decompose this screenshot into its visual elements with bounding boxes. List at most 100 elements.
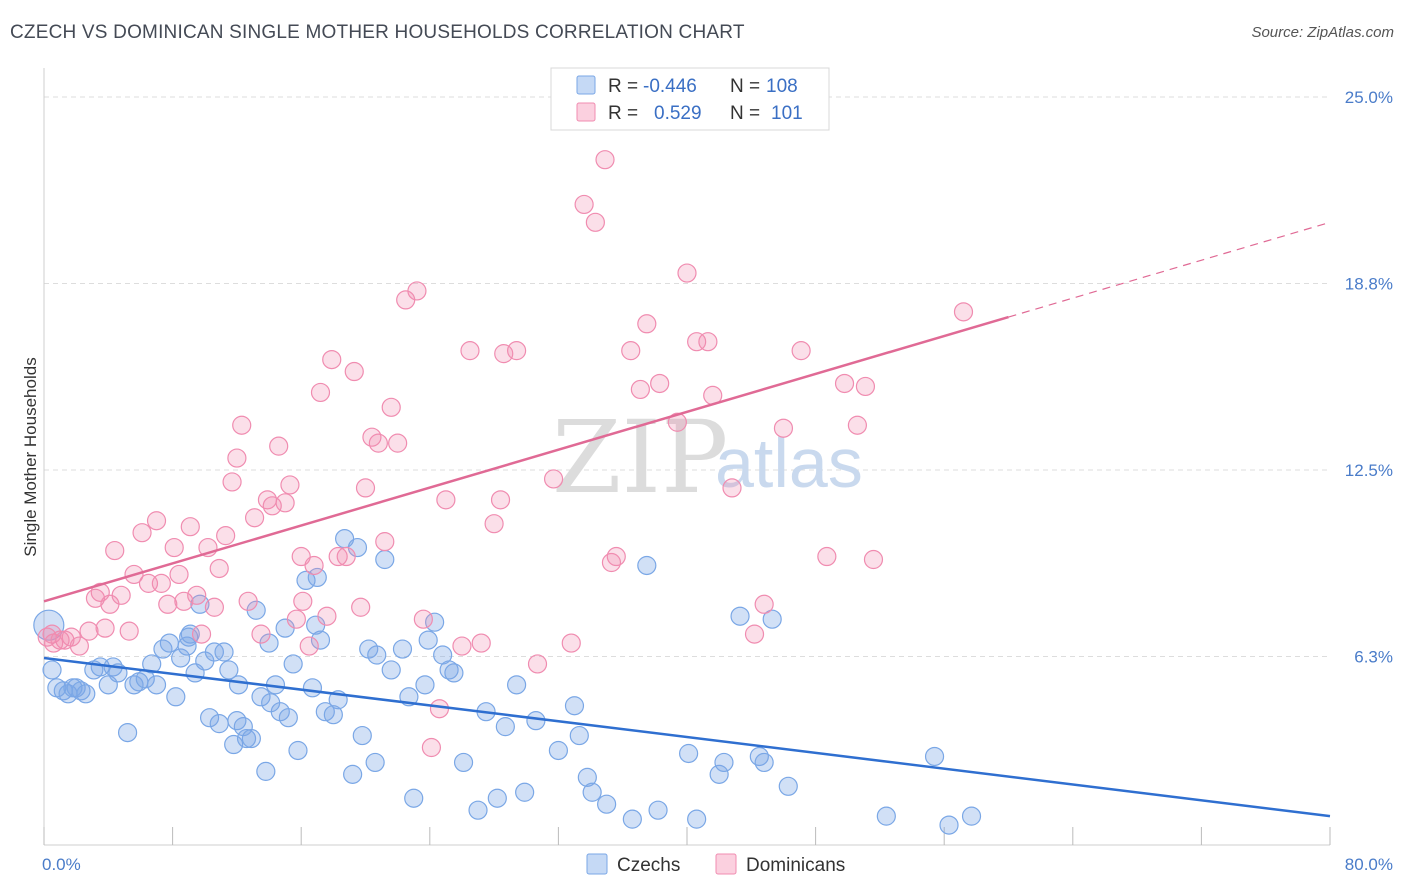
legend-swatch-czechs — [576, 75, 596, 95]
dominican-point-85 — [698, 332, 718, 352]
czech-point-92 — [714, 752, 734, 773]
dominican-point-93 — [834, 373, 855, 394]
source-credit: Source: ZipAtlas.com — [1251, 24, 1394, 41]
dominican-point-64 — [452, 636, 472, 656]
dominican-point-31 — [227, 448, 247, 468]
dominican-point-82 — [667, 412, 687, 432]
dominican-point-42 — [293, 591, 313, 611]
dominican-point-80 — [637, 314, 657, 334]
dominican-point-34 — [244, 508, 265, 528]
dominican-point-39 — [275, 493, 295, 513]
dominican-point-23 — [180, 517, 200, 537]
dominican-point-49 — [336, 546, 356, 567]
czech-point-31 — [209, 714, 229, 734]
legend-n-value-2: 101 — [771, 103, 803, 124]
dominican-point-25 — [191, 624, 212, 644]
czech-point-85 — [597, 794, 617, 814]
dominican-point-13 — [119, 621, 139, 641]
dominican-point-60 — [413, 609, 433, 629]
dominican-point-79 — [630, 379, 650, 400]
dominican-point-50 — [344, 361, 364, 382]
dominican-point-29 — [216, 526, 236, 546]
dominican-point-99 — [490, 490, 511, 510]
scatter-points — [33, 150, 982, 835]
czech-point-14 — [117, 722, 138, 743]
legend-n-value-1: 108 — [766, 76, 798, 97]
dominican-point-21 — [169, 564, 189, 585]
czech-point-54 — [323, 705, 343, 725]
dominican-point-71 — [543, 469, 564, 489]
dominican-point-97 — [953, 302, 974, 322]
czech-point-23 — [171, 648, 191, 668]
dominican-point-75 — [595, 150, 615, 170]
czech-point-25 — [180, 624, 200, 644]
dominican-point-18 — [151, 573, 171, 593]
czech-point-32 — [214, 642, 234, 662]
dominican-point-41 — [286, 609, 306, 629]
czech-point-57 — [343, 764, 363, 784]
czech-point-1 — [42, 660, 62, 680]
czech-point-79 — [526, 711, 546, 731]
legend-r-label-2: R = — [608, 103, 638, 124]
czech-point-98 — [876, 806, 896, 826]
y-tick-label-2: 18.8% — [1345, 275, 1393, 294]
czech-point-96 — [762, 609, 782, 629]
dominican-point-30 — [222, 472, 242, 492]
czech-point-37 — [236, 728, 257, 749]
legend-r-value-1: -0.446 — [643, 76, 697, 97]
czech-point-97 — [778, 776, 798, 796]
dominican-point-88 — [744, 624, 765, 644]
dominican-point-55 — [375, 532, 395, 552]
y-axis-label: Single Mother Households — [21, 357, 40, 556]
dominican-point-38 — [269, 436, 289, 456]
czech-point-46 — [278, 708, 298, 728]
dominican-point-73 — [574, 194, 594, 215]
czech-point-105 — [367, 645, 387, 665]
dominican-point-65 — [460, 341, 480, 361]
czech-point-38 — [241, 728, 261, 749]
czech-point-8 — [76, 684, 96, 704]
czech-point-75 — [487, 788, 507, 808]
dominican-point-72 — [561, 633, 581, 653]
czech-point-64 — [392, 639, 413, 659]
dominican-point-81 — [650, 373, 670, 394]
dominican-point-89 — [754, 594, 774, 614]
czech-point-103 — [227, 711, 247, 731]
czech-point-91 — [709, 764, 729, 784]
dominican-point-96 — [863, 549, 884, 570]
czech-point-93 — [730, 606, 750, 626]
dominican-point-77 — [606, 546, 626, 567]
y-tick-label-3: 25.0% — [1345, 88, 1393, 107]
czech-point-30 — [204, 642, 224, 662]
legend-n-label-2: N = — [730, 103, 760, 124]
dominican-point-20 — [164, 537, 184, 558]
czech-point-63 — [381, 660, 401, 680]
czech-point-35 — [228, 675, 249, 695]
dominican-point-63 — [436, 490, 456, 510]
czech-point-33 — [219, 660, 239, 680]
dominican-point-19 — [158, 594, 178, 614]
dominican-point-17 — [146, 511, 167, 531]
axes — [43, 68, 1331, 846]
czech-point-82 — [569, 725, 589, 746]
czech-point-73 — [468, 800, 488, 820]
czech-point-107 — [418, 630, 438, 650]
dominican-point-51 — [351, 597, 371, 617]
dominican-point-48 — [328, 546, 348, 567]
dominican-point-54 — [368, 433, 388, 453]
czech-point-72 — [453, 752, 474, 773]
dominican-point-62 — [429, 699, 450, 719]
legend-n-label-1: N = — [730, 76, 760, 97]
czech-point-90 — [687, 809, 707, 829]
dominican-point-56 — [381, 397, 401, 417]
dominican-point-57 — [388, 433, 408, 453]
chart-title: CZECH VS DOMINICAN SINGLE MOTHER HOUSEHO… — [10, 22, 745, 43]
dominican-trend-line — [43, 315, 1009, 603]
dominican-point-70 — [527, 654, 548, 674]
bottom-legend-swatch-dominicans — [715, 853, 737, 875]
dominican-point-33 — [238, 591, 258, 611]
dominican-point-5 — [69, 636, 89, 656]
czech-point-48 — [288, 740, 308, 761]
czech-point-88 — [648, 800, 668, 820]
